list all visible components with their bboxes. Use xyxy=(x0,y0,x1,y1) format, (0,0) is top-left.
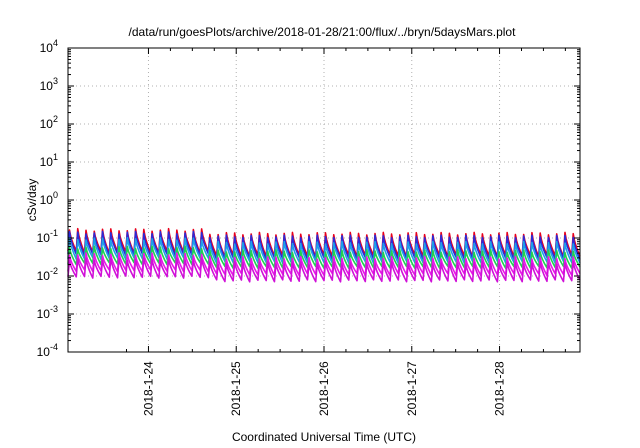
series-group xyxy=(67,227,581,283)
x-tick-label: 2018-1-27 xyxy=(405,361,419,416)
y-tick-label: 103 xyxy=(40,76,58,93)
chart-title: /data/run/goesPlots/archive/2018-01-28/2… xyxy=(129,25,517,39)
y-tick-label: 102 xyxy=(40,114,58,131)
series-line-6 xyxy=(67,257,581,283)
grid xyxy=(68,48,580,352)
y-tick-label: 10-2 xyxy=(37,266,58,283)
y-tick-label: 10-3 xyxy=(37,304,58,321)
y-tick-label: 10-4 xyxy=(37,342,58,359)
x-tick-label: 2018-1-25 xyxy=(229,361,243,416)
x-tick-label: 2018-1-28 xyxy=(493,361,507,416)
y-axis: 10-4 10-3 10-2 10-1 100 101 102 103 104 xyxy=(37,38,580,359)
y-tick-label: 101 xyxy=(40,152,58,169)
x-axis: 2018-1-24 2018-1-25 2018-1-26 2018-1-27 2018… xyxy=(126,48,566,416)
y-tick-label: 10-1 xyxy=(37,228,58,245)
x-axis-label: Coordinated Universal Time (UTC) xyxy=(232,430,416,444)
x-tick-label: 2018-1-24 xyxy=(141,361,155,416)
y-axis-label: cSv/day xyxy=(25,179,39,222)
y-tick-label: 104 xyxy=(40,38,58,55)
x-tick-label: 2018-1-26 xyxy=(317,361,331,416)
y-tick-label: 100 xyxy=(40,190,58,207)
